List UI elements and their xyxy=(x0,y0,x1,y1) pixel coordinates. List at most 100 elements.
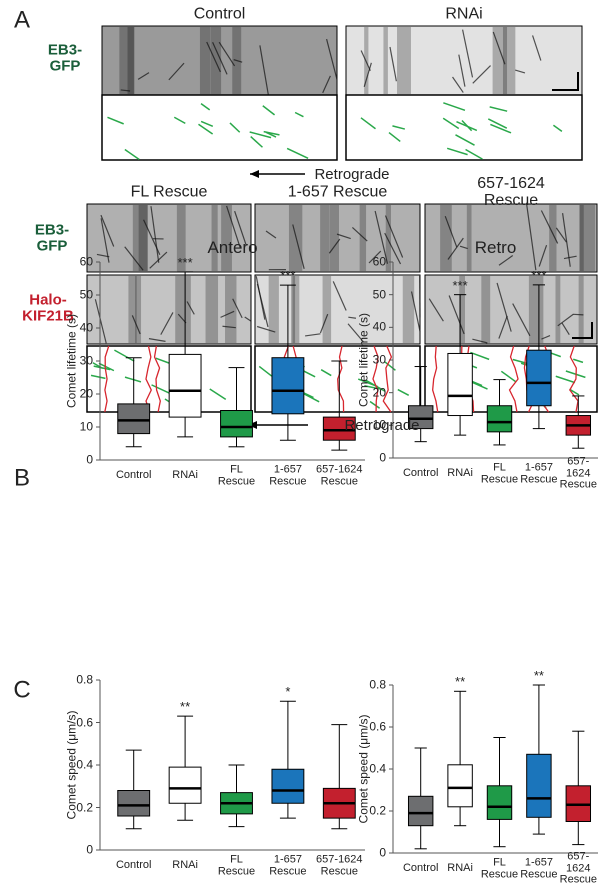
trace-comet xyxy=(263,130,280,136)
kymo-streak xyxy=(363,62,372,87)
y-tick-label: 50 xyxy=(79,287,93,302)
trace-comet xyxy=(471,381,488,390)
kymo-band xyxy=(481,276,491,343)
kymo-streak xyxy=(160,312,174,335)
y-tick-label: 0.8 xyxy=(369,677,386,692)
trace-comet xyxy=(490,123,512,134)
kymo-band xyxy=(119,27,134,94)
kymo-streak xyxy=(384,232,402,265)
box xyxy=(447,352,473,417)
kymo-band xyxy=(135,276,142,343)
chart-title: Antero xyxy=(207,238,258,258)
trace-comet xyxy=(320,369,332,377)
trace-comet xyxy=(124,148,140,161)
trace-comet xyxy=(489,106,508,112)
kymo-streak xyxy=(233,59,243,63)
x-tick-label: 1-657 Rescue xyxy=(520,461,558,485)
trace-box xyxy=(345,94,583,161)
scale-bar xyxy=(572,322,593,339)
y-tick-label: 30 xyxy=(79,353,93,368)
condition-title: 657-1624 Rescue xyxy=(477,175,545,209)
x-tick-label: FL Rescue xyxy=(217,853,256,877)
kymo-band xyxy=(385,205,392,271)
kymo-band xyxy=(383,27,388,94)
y-tick-label: 20 xyxy=(79,386,93,401)
condition-title: FL Rescue xyxy=(130,183,208,201)
kymo-streak xyxy=(100,218,110,263)
trace-kif xyxy=(337,345,345,413)
significance: ** xyxy=(180,699,191,715)
trace-comet xyxy=(294,111,304,118)
kymo-streak xyxy=(124,246,144,271)
x-tick-label: 1-657 Rescue xyxy=(269,853,307,877)
y-tick-label: 0.2 xyxy=(369,803,386,818)
channel-label: EB3- GFP xyxy=(34,221,70,254)
trace-comet xyxy=(392,125,406,130)
trace-comet xyxy=(155,357,171,365)
kymo-band xyxy=(555,276,561,343)
box xyxy=(486,405,513,433)
kymo-band xyxy=(492,27,508,94)
kymo-band xyxy=(440,205,452,271)
kymo-streak xyxy=(492,31,506,65)
kymo-streak xyxy=(212,42,228,75)
y-tick-label: 0 xyxy=(379,845,386,860)
kymo-streak xyxy=(447,237,464,260)
trace-comet xyxy=(258,365,273,377)
y-tick-label: 40 xyxy=(372,320,386,335)
trace-kif xyxy=(432,345,439,413)
box xyxy=(168,766,202,804)
kymo-streak xyxy=(259,45,269,95)
kymo-streak xyxy=(538,245,548,267)
kymo-streak xyxy=(347,323,365,343)
kymo-streak xyxy=(452,76,464,93)
box xyxy=(117,790,151,817)
kymo-streak xyxy=(448,295,465,335)
y-tick-label: 0.6 xyxy=(76,715,93,730)
kymo-streak xyxy=(100,214,115,247)
kymo-streak xyxy=(557,313,574,327)
direction-label: Retrograde xyxy=(344,417,420,435)
trace-comet xyxy=(200,102,211,111)
x-tick-label: 657-1624 Rescue xyxy=(316,853,363,877)
trace-box xyxy=(101,94,338,161)
kymograph xyxy=(424,274,598,345)
x-tick-label: FL Rescue xyxy=(480,856,519,880)
kymo-streak xyxy=(374,210,389,264)
trace-comet xyxy=(107,116,124,125)
kymo-streak xyxy=(234,210,247,246)
trace-comet xyxy=(200,120,214,127)
kymo-band xyxy=(329,205,339,271)
trace-kif xyxy=(153,345,161,413)
y-tick-label: 0.2 xyxy=(76,800,93,815)
kymo-streak xyxy=(515,69,526,74)
kymo-band xyxy=(205,276,219,343)
x-tick-label: Control xyxy=(402,467,439,480)
kymograph xyxy=(101,25,338,96)
trace-comet xyxy=(470,351,490,361)
kymo-streak xyxy=(368,250,382,264)
kymo-band xyxy=(397,27,411,94)
kymo-streak xyxy=(292,224,305,269)
kymo-streak xyxy=(256,325,276,333)
kymograph xyxy=(254,274,421,345)
trace-comet xyxy=(92,362,103,370)
kymo-streak xyxy=(512,303,531,337)
kymo-band xyxy=(291,276,296,343)
kymo-band xyxy=(466,205,472,271)
trace-comet xyxy=(442,117,460,130)
kymo-band xyxy=(402,276,415,343)
kymo-streak xyxy=(186,301,195,315)
trace-comet xyxy=(465,148,483,160)
trace-comet xyxy=(573,358,584,364)
trace-kif xyxy=(145,345,152,413)
y-tick-label: 40 xyxy=(79,320,93,335)
panel-label: B xyxy=(13,464,31,492)
x-tick-label: RNAi xyxy=(447,862,473,875)
box xyxy=(407,795,434,827)
box xyxy=(447,764,473,808)
x-tick-label: RNAi xyxy=(172,859,198,872)
direction-label: Retrograde xyxy=(314,166,390,184)
trace-comet xyxy=(98,362,115,372)
trace-comet xyxy=(286,147,309,159)
